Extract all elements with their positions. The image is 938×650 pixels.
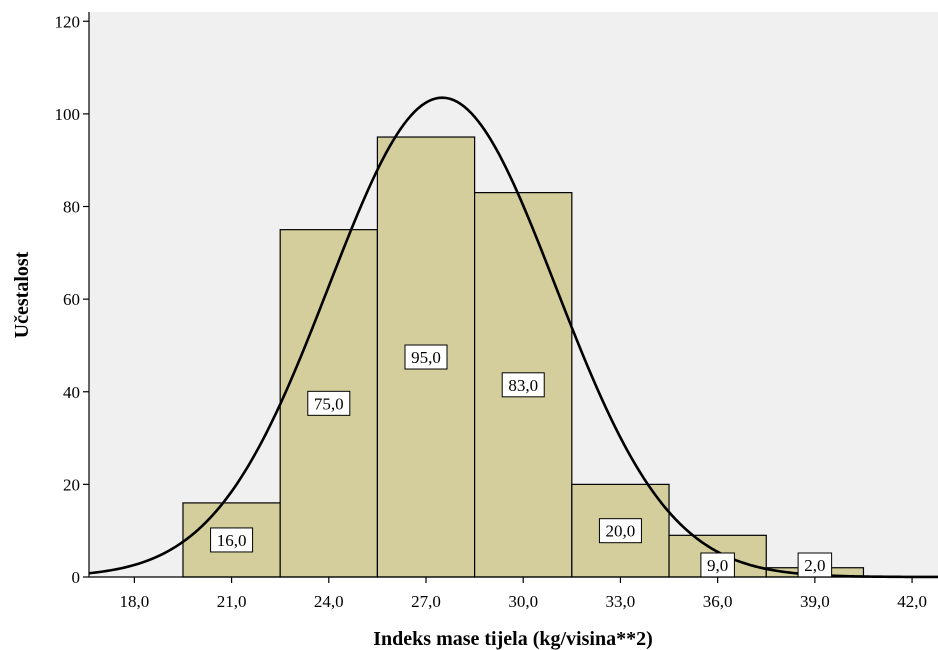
data-label-text: 75,0 <box>314 394 344 413</box>
data-label-box <box>404 344 448 370</box>
y-axis-ticks: 0 20 40 60 80 100 120 <box>55 12 89 587</box>
data-label-box <box>797 552 833 578</box>
x-tick-label: 30,0 <box>508 592 538 611</box>
data-label-box <box>307 390 351 416</box>
x-tick-label: 24,0 <box>314 592 344 611</box>
x-tick-label: 36,0 <box>703 592 733 611</box>
data-label-box <box>501 372 545 398</box>
data-label: 95,0 <box>404 344 448 370</box>
x-tick-label: 18,0 <box>119 592 149 611</box>
y-tick-label: 120 <box>55 12 81 31</box>
data-label-text: 2,0 <box>804 556 825 575</box>
y-tick-label: 80 <box>63 198 80 217</box>
x-tick-label: 42,0 <box>897 592 927 611</box>
data-label-box <box>700 552 735 578</box>
data-label: 75,0 <box>307 390 351 416</box>
y-axis-title: Učestalost <box>11 251 33 338</box>
data-label-text: 83,0 <box>508 376 538 395</box>
data-label-text: 95,0 <box>411 348 441 367</box>
data-label-box <box>598 518 642 544</box>
y-tick-label: 100 <box>55 105 81 124</box>
x-axis-ticks: 18,0 21,0 24,0 27,0 30,0 33,0 36,0 39,0 42,0 <box>119 577 927 611</box>
y-tick-label: 60 <box>63 290 80 309</box>
data-label: 9,0 <box>700 552 735 578</box>
data-labels-group: 16,0 75,0 95,0 83,0 20,0 9,0 2,0 <box>210 344 833 578</box>
data-label-text: 9,0 <box>707 556 728 575</box>
data-label: 2,0 <box>797 552 833 578</box>
data-label: 83,0 <box>501 372 545 398</box>
x-tick-label: 27,0 <box>411 592 441 611</box>
data-label-box <box>210 527 254 553</box>
x-tick-label: 39,0 <box>800 592 830 611</box>
x-tick-label: 21,0 <box>217 592 247 611</box>
y-tick-label: 20 <box>63 475 80 494</box>
x-tick-label: 33,0 <box>606 592 636 611</box>
normal-curve <box>88 96 938 579</box>
data-label-text: 16,0 <box>217 531 247 550</box>
data-label: 20,0 <box>598 518 642 544</box>
data-label-text: 20,0 <box>606 522 636 541</box>
x-axis-title: Indeks mase tijela (kg/visina**2) <box>373 628 652 650</box>
data-label: 16,0 <box>210 527 254 553</box>
y-tick-label: 40 <box>63 383 80 402</box>
y-tick-label: 0 <box>72 568 81 587</box>
